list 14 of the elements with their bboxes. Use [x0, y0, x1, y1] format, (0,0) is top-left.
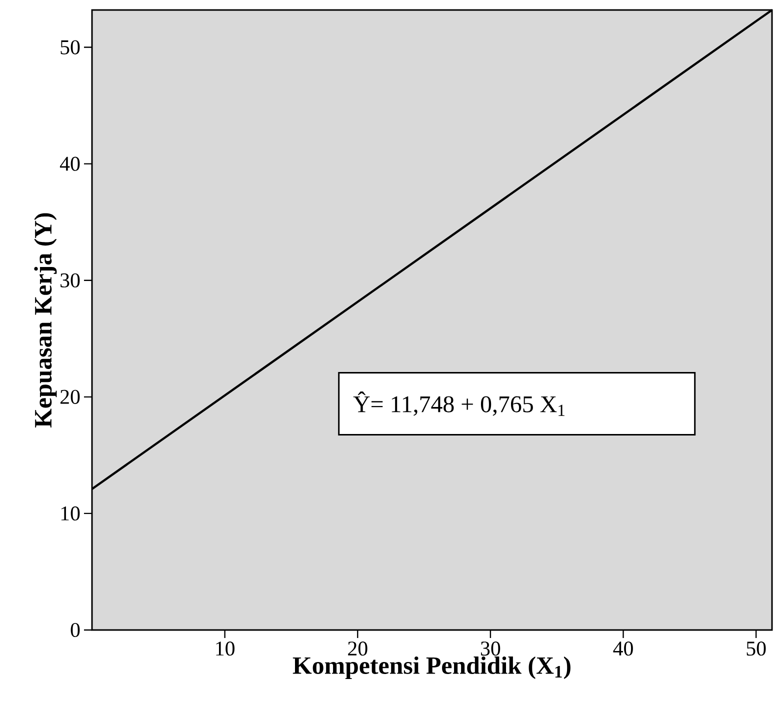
y-tick-label: 40	[60, 156, 80, 171]
x-tick-label: 20	[348, 642, 368, 656]
x-tick-label: 40	[613, 642, 633, 656]
y-tick-label: 10	[61, 506, 80, 521]
x-tick-label: 30	[480, 642, 500, 656]
x-tick-label: 10	[216, 642, 234, 656]
x-tick-label: 50	[746, 642, 766, 656]
x-axis-title: Kompetensi Pendidik (X$_{1}$)	[292, 656, 570, 680]
annotation: Ŷ= 11,748 + 0,765 X$_{1}$	[353, 392, 564, 416]
y-axis-title: Kepuasan Kerja (Y)	[34, 213, 57, 428]
y-tick-label: 20	[60, 390, 80, 404]
y-tick-label: 30	[60, 273, 80, 288]
y-tick-label: 50	[60, 40, 80, 54]
y-tick-label: 0	[70, 622, 80, 638]
